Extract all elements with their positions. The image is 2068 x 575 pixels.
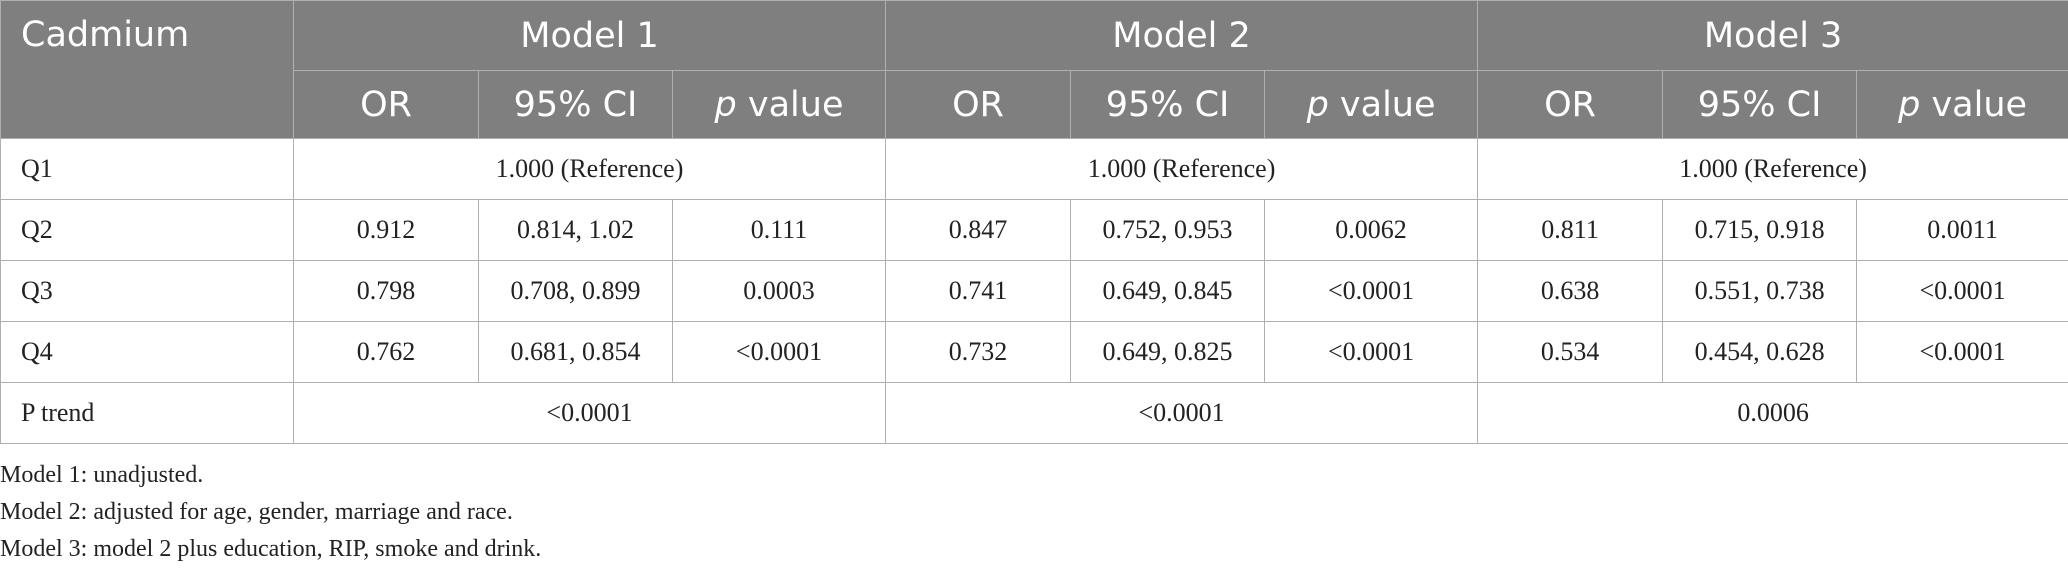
model-2-ci: 0.649, 0.845 [1070, 260, 1266, 322]
table-row-q3: Q3 0.798 0.708, 0.899 0.0003 0.741 0.649… [0, 260, 2068, 322]
model-2-ci: 0.752, 0.953 [1070, 199, 1266, 261]
model-3-reference: 1.000 (Reference) [1477, 138, 2068, 200]
table-row-q2: Q2 0.912 0.814, 1.02 0.111 0.847 0.752, … [0, 199, 2068, 261]
header-row-models: Cadmium Model 1 Model 2 Model 3 [0, 0, 2068, 139]
row-label: P trend [0, 382, 294, 444]
model-3-ci: 0.454, 0.628 [1662, 321, 1858, 383]
row-label: Q3 [0, 260, 294, 322]
table-row-q1: Q1 1.000 (Reference) 1.000 (Reference) 1… [0, 138, 2068, 200]
or-header: OR [885, 70, 1072, 139]
model-3-ci: 0.715, 0.918 [1662, 199, 1858, 261]
table-row-p-trend: P trend <0.0001 <0.0001 0.0006 [0, 382, 2068, 444]
model-3-p-trend: 0.0006 [1477, 382, 2068, 444]
row-label: Q4 [0, 321, 294, 383]
model-3-p: <0.0001 [1856, 321, 2068, 383]
model-3-or: 0.534 [1477, 321, 1664, 383]
model-1-or: 0.762 [293, 321, 479, 383]
model-2-p: <0.0001 [1264, 321, 1479, 383]
p-value-header: p value [1264, 70, 1479, 139]
model-1-ci: 0.708, 0.899 [478, 260, 673, 322]
row-label: Q1 [0, 138, 294, 200]
model-1-ci: 0.814, 1.02 [478, 199, 673, 261]
model-1-p: 0.0003 [671, 260, 887, 322]
ci-header: 95% CI [478, 70, 673, 139]
results-table: Cadmium Model 1 Model 2 Model 3 OR 95% C… [0, 0, 2068, 444]
model-3-or: 0.811 [1477, 199, 1664, 261]
model-1-p-trend: <0.0001 [292, 382, 887, 444]
model-2-ci: 0.649, 0.825 [1070, 321, 1266, 383]
model-3-or: 0.638 [1477, 260, 1664, 322]
model-1-reference: 1.000 (Reference) [292, 138, 887, 200]
model-2-p: 0.0062 [1264, 199, 1479, 261]
model-1-p: 0.111 [671, 199, 887, 261]
model-3-p: <0.0001 [1856, 260, 2068, 322]
model-2-header: Model 2 [885, 0, 1479, 71]
model-2-or: 0.732 [885, 321, 1072, 383]
header-row-stats: OR 95% CI p value OR 95% CI p value OR 9… [1, 70, 2068, 139]
model-2-or: 0.741 [885, 260, 1072, 322]
p-value-header: p value [671, 70, 887, 139]
model-1-or: 0.798 [293, 260, 479, 322]
model-1-header: Model 1 [292, 0, 887, 71]
model-1-or: 0.912 [293, 199, 479, 261]
model-1-ci: 0.681, 0.854 [478, 321, 673, 383]
table-footnotes: Model 1: unadjusted. Model 2: adjusted f… [0, 457, 541, 568]
footnote-model-1: Model 1: unadjusted. [0, 462, 204, 488]
model-1-p: <0.0001 [671, 321, 887, 383]
model-3-p: 0.0011 [1856, 199, 2068, 261]
p-value-header: p value [1856, 70, 2068, 139]
footnote-model-3: Model 3: model 2 plus education, RIP, sm… [0, 536, 542, 562]
ci-header: 95% CI [1662, 70, 1858, 139]
model-3-header: Model 3 [1477, 0, 2068, 71]
model-2-reference: 1.000 (Reference) [885, 138, 1479, 200]
footnote-model-2: Model 2: adjusted for age, gender, marri… [0, 499, 513, 525]
model-2-or: 0.847 [885, 199, 1072, 261]
row-header-cadmium: Cadmium [0, 0, 294, 139]
model-3-ci: 0.551, 0.738 [1662, 260, 1858, 322]
row-label: Q2 [0, 199, 294, 261]
model-2-p: <0.0001 [1264, 260, 1479, 322]
or-header: OR [1477, 70, 1664, 139]
ci-header: 95% CI [1070, 70, 1266, 139]
model-2-p-trend: <0.0001 [885, 382, 1479, 444]
or-header: OR [293, 70, 479, 139]
table-row-q4: Q4 0.762 0.681, 0.854 <0.0001 0.732 0.64… [0, 321, 2068, 383]
